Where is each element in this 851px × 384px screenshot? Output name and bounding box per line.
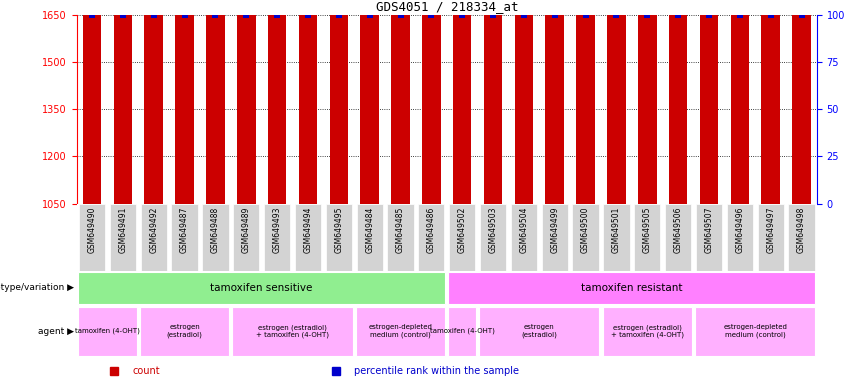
Text: estrogen
(estradiol): estrogen (estradiol) — [522, 324, 557, 338]
Text: GSM649501: GSM649501 — [612, 207, 621, 253]
Text: GSM649496: GSM649496 — [735, 207, 745, 253]
Text: count: count — [132, 366, 160, 376]
Bar — [357, 204, 383, 271]
Text: estrogen-depleted
medium (control): estrogen-depleted medium (control) — [723, 324, 787, 338]
Bar — [448, 273, 815, 303]
Text: GSM649491: GSM649491 — [118, 207, 128, 253]
Bar — [515, 0, 533, 204]
Bar — [110, 204, 136, 271]
Bar — [792, 0, 811, 204]
Text: estrogen-depleted
medium (control): estrogen-depleted medium (control) — [368, 324, 432, 338]
Bar — [237, 0, 255, 204]
Text: GSM649487: GSM649487 — [180, 207, 189, 253]
Text: GSM649502: GSM649502 — [458, 207, 466, 253]
Text: percentile rank within the sample: percentile rank within the sample — [354, 366, 519, 376]
Text: GSM649494: GSM649494 — [304, 207, 312, 253]
Bar — [788, 204, 814, 271]
Text: GSM649505: GSM649505 — [643, 207, 652, 253]
Bar — [448, 307, 476, 356]
Bar — [206, 0, 225, 204]
Text: GSM649495: GSM649495 — [334, 207, 343, 253]
Text: GSM649489: GSM649489 — [242, 207, 251, 253]
Bar — [418, 204, 444, 271]
Bar — [203, 204, 229, 271]
Bar — [356, 307, 445, 356]
Text: GSM649484: GSM649484 — [365, 207, 374, 253]
Bar — [480, 204, 506, 271]
Text: GSM649485: GSM649485 — [396, 207, 405, 253]
Bar — [264, 204, 290, 271]
Bar — [700, 0, 718, 204]
Text: GSM649507: GSM649507 — [705, 207, 713, 253]
Bar — [453, 0, 471, 204]
Text: GSM649506: GSM649506 — [674, 207, 683, 253]
Bar — [329, 0, 348, 204]
Bar — [78, 273, 445, 303]
Bar — [576, 0, 595, 204]
Text: tamoxifen (4-OHT): tamoxifen (4-OHT) — [430, 328, 494, 334]
Text: GSM649503: GSM649503 — [488, 207, 498, 253]
Bar — [294, 204, 321, 271]
Text: GSM649488: GSM649488 — [211, 207, 220, 253]
Title: GDS4051 / 218334_at: GDS4051 / 218334_at — [375, 0, 518, 13]
Bar — [730, 0, 749, 204]
Bar — [140, 204, 167, 271]
Bar — [638, 0, 656, 204]
Bar — [762, 0, 780, 204]
Text: GSM649497: GSM649497 — [766, 207, 775, 253]
Bar — [665, 204, 691, 271]
Bar — [511, 204, 537, 271]
Bar — [545, 0, 564, 204]
Bar — [603, 307, 692, 356]
Bar — [175, 0, 194, 204]
Bar — [479, 307, 599, 356]
Bar — [696, 204, 722, 271]
Bar — [669, 0, 688, 204]
Text: agent ▶: agent ▶ — [37, 327, 73, 336]
Bar — [140, 307, 229, 356]
Text: estrogen
(estradiol): estrogen (estradiol) — [167, 324, 203, 338]
Text: GSM649486: GSM649486 — [427, 207, 436, 253]
Bar — [79, 204, 106, 271]
Bar — [603, 204, 630, 271]
Text: genotype/variation ▶: genotype/variation ▶ — [0, 283, 73, 293]
Bar — [232, 307, 352, 356]
Text: estrogen (estradiol)
+ tamoxifen (4-OHT): estrogen (estradiol) + tamoxifen (4-OHT) — [611, 324, 684, 338]
Bar — [299, 0, 317, 204]
Bar — [233, 204, 260, 271]
Bar — [607, 0, 625, 204]
Bar — [422, 0, 441, 204]
Bar — [541, 204, 568, 271]
Bar — [326, 204, 352, 271]
Bar — [83, 0, 101, 204]
Bar — [387, 204, 414, 271]
Text: GSM649493: GSM649493 — [272, 207, 282, 253]
Text: GSM649504: GSM649504 — [519, 207, 528, 253]
Bar — [449, 204, 476, 271]
Text: GSM649492: GSM649492 — [149, 207, 158, 253]
Bar — [145, 0, 163, 204]
Text: GSM649500: GSM649500 — [581, 207, 590, 253]
Bar — [113, 0, 132, 204]
Bar — [268, 0, 286, 204]
Text: GSM649498: GSM649498 — [797, 207, 806, 253]
Text: GSM649499: GSM649499 — [551, 207, 559, 253]
Text: tamoxifen sensitive: tamoxifen sensitive — [210, 283, 313, 293]
Text: estrogen (estradiol)
+ tamoxifen (4-OHT): estrogen (estradiol) + tamoxifen (4-OHT) — [256, 324, 329, 338]
Bar — [634, 204, 660, 271]
Bar — [695, 307, 815, 356]
Bar — [483, 0, 502, 204]
Text: tamoxifen (4-OHT): tamoxifen (4-OHT) — [75, 328, 140, 334]
Text: tamoxifen resistant: tamoxifen resistant — [581, 283, 683, 293]
Bar — [757, 204, 784, 271]
Bar — [573, 204, 599, 271]
Bar — [727, 204, 753, 271]
Text: GSM649490: GSM649490 — [88, 207, 96, 253]
Bar — [360, 0, 379, 204]
Bar — [171, 204, 197, 271]
Bar — [78, 307, 137, 356]
Bar — [391, 0, 409, 204]
